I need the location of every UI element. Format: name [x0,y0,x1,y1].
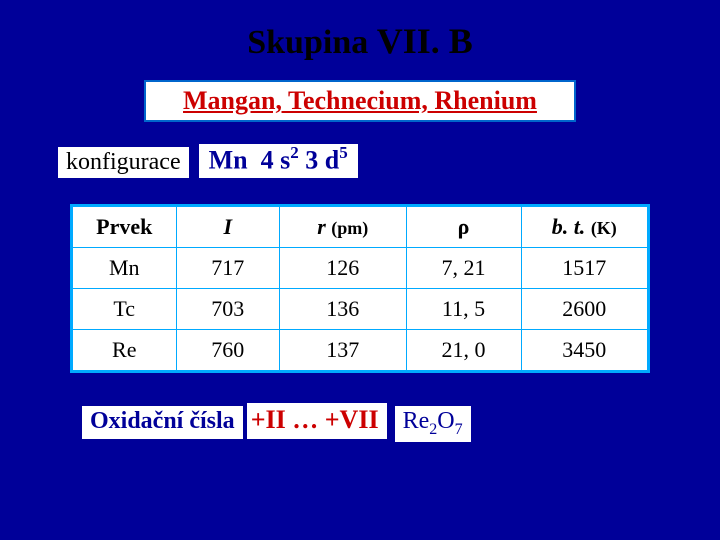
slide-title: Skupina VII. B [0,0,720,62]
cell-r: 126 [280,247,407,288]
cell-rho: 21, 0 [406,329,521,370]
config-element: Mn [209,146,248,175]
cell-el: Mn [73,247,177,288]
header-r-unit: (pm) [331,218,368,238]
header-prvek: Prvek [96,214,152,239]
oxidation-row: Oxidační čísla +II … +VII Re2O7 [82,403,720,443]
header-i: I [223,214,232,239]
cell-i: 703 [176,288,280,329]
header-r-sym: r [317,214,326,239]
compound-el: Re [403,408,430,434]
header-bt-unit: (K) [591,218,617,238]
table-row: Mn 717 126 7, 21 1517 [73,247,648,288]
config-term2-base: 3 d [305,146,339,175]
cell-r: 136 [280,288,407,329]
cell-r: 137 [280,329,407,370]
cell-el: Re [73,329,177,370]
cell-el: Tc [73,288,177,329]
config-term1-exp: 2 [290,143,299,162]
oxidation-label: Oxidační čísla [82,406,243,439]
oxidation-compound: Re2O7 [395,406,471,443]
configuration-row: konfigurace Mn 4 s2 3 d5 [58,144,720,178]
cell-bt: 2600 [521,288,648,329]
cell-i: 760 [176,329,280,370]
header-rho: ρ [458,214,470,239]
title-prefix: Skupina [247,24,368,61]
cell-bt: 1517 [521,247,648,288]
subtitle-text: Mangan, Technecium, Rhenium [183,86,537,115]
config-term2-exp: 5 [339,143,348,162]
properties-table-box: Prvek I r (pm) ρ b. t. (K) Mn 717 126 7,… [70,204,650,373]
subtitle-box: Mangan, Technecium, Rhenium [144,80,576,122]
properties-table: Prvek I r (pm) ρ b. t. (K) Mn 717 126 7,… [72,206,648,371]
title-roman: VII. B [377,21,473,61]
cell-rho: 7, 21 [406,247,521,288]
table-header-row: Prvek I r (pm) ρ b. t. (K) [73,206,648,247]
configuration-formula: Mn 4 s2 3 d5 [199,144,358,178]
header-bt-sym: b. t. [552,214,586,239]
config-term1-base: 4 s [261,146,291,175]
cell-rho: 11, 5 [406,288,521,329]
table-row: Re 760 137 21, 0 3450 [73,329,648,370]
compound-sub2: 7 [455,420,463,437]
compound-o: O [437,408,454,434]
cell-i: 717 [176,247,280,288]
cell-bt: 3450 [521,329,648,370]
table-row: Tc 703 136 11, 5 2600 [73,288,648,329]
configuration-label: konfigurace [58,147,189,178]
oxidation-values: +II … +VII [247,403,387,439]
